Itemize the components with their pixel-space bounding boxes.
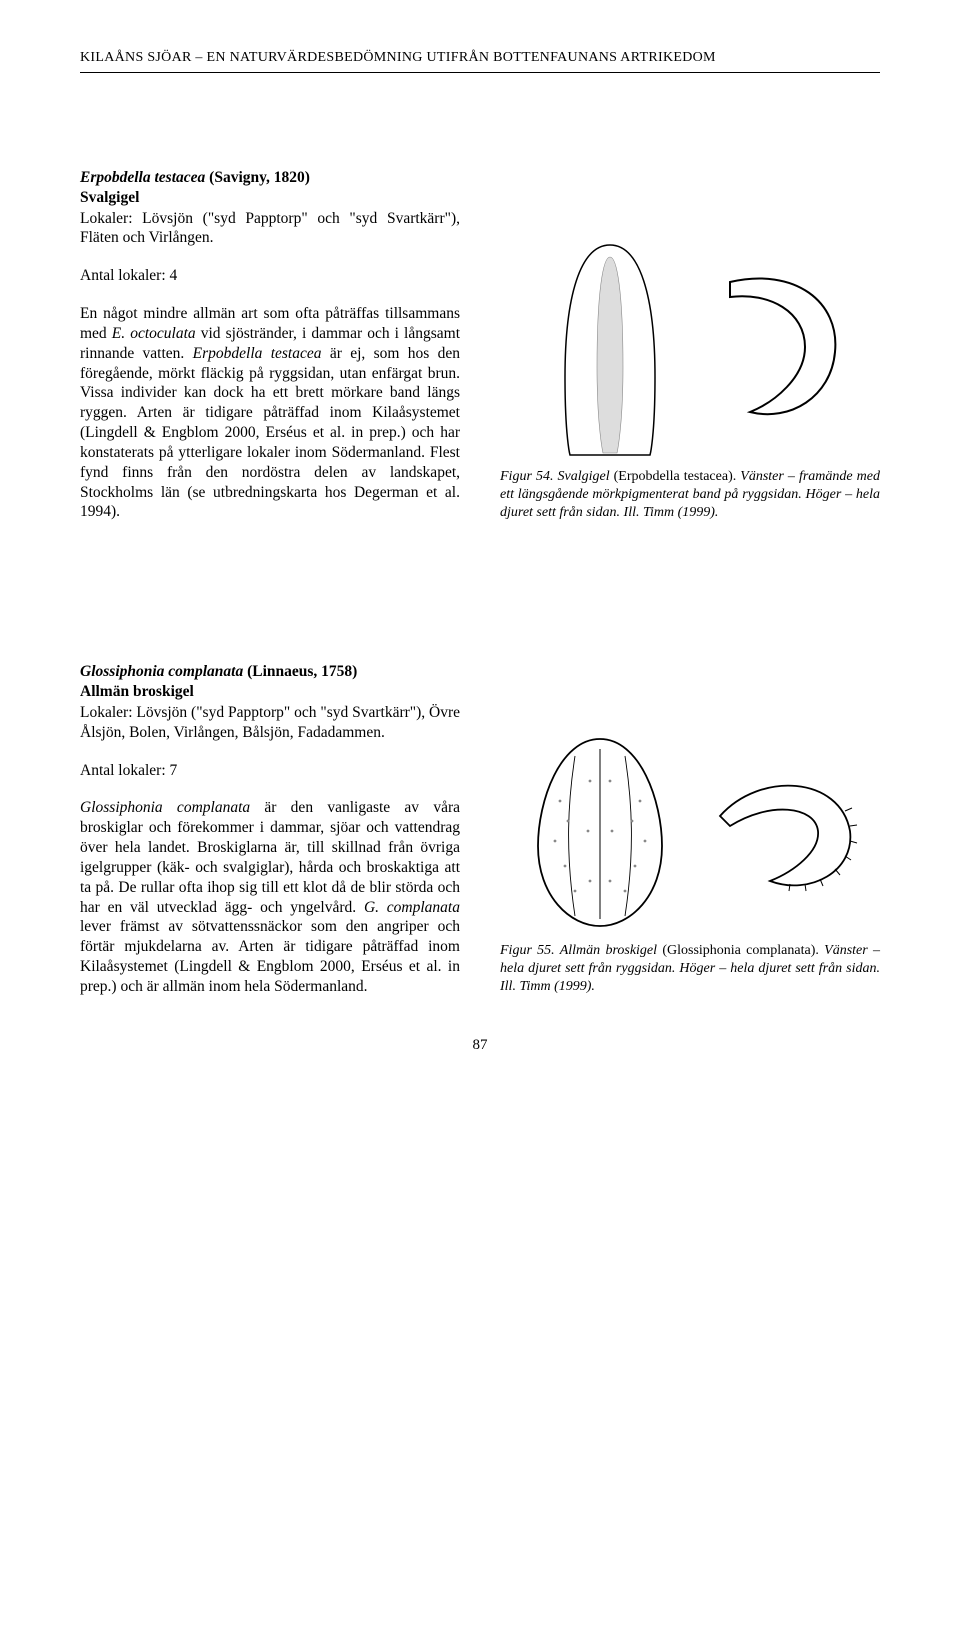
body-text-2: Glossiphonia complanata är den vanligast…	[80, 798, 460, 996]
section2-figure-column: Figur 55. Allmän broskigel (Glossiphonia…	[500, 662, 880, 996]
running-head: KILAÅNS SJÖAR – EN NATURVÄRDESBEDÖMNING …	[80, 50, 880, 73]
section1-figure-column: Figur 54. Svalgigel (Erpobdella testacea…	[500, 168, 880, 522]
localities-1: Lokaler: Lövsjön ("syd Papptorp" och "sy…	[80, 209, 460, 249]
body1-italic2: Erpobdella testacea	[193, 345, 322, 362]
fig54-label: Figur 54. Svalgigel	[500, 469, 614, 484]
broskigel-dorsal-icon	[520, 731, 680, 931]
fig54-species: (Erpobdella testacea).	[614, 469, 741, 484]
section-erpobdella: Erpobdella testacea (Savigny, 1820) Sval…	[80, 168, 880, 522]
section1-text-column: Erpobdella testacea (Savigny, 1820) Sval…	[80, 168, 460, 522]
section2-text-column: Glossiphonia complanata (Linnaeus, 1758)…	[80, 662, 460, 996]
broskigel-side-icon	[700, 761, 860, 901]
fig55-species: (Glossiphonia complanata).	[662, 943, 824, 958]
fig55-label: Figur 55. Allmän broskigel	[500, 943, 662, 958]
localities-2: Lokaler: Lövsjön ("syd Papptorp" och "sy…	[80, 703, 460, 743]
species-title-1: Erpobdella testacea (Savigny, 1820)	[80, 168, 460, 188]
figure-55-caption: Figur 55. Allmän broskigel (Glossiphonia…	[500, 942, 880, 997]
section-glossiphonia: Glossiphonia complanata (Linnaeus, 1758)…	[80, 662, 880, 996]
common-name-1: Svalgigel	[80, 188, 460, 208]
leech-front-icon	[535, 237, 685, 457]
species-latin-1: Erpobdella testacea	[80, 169, 205, 186]
body1-part3: är ej, som hos den föregående, mörkt flä…	[80, 345, 460, 521]
body-text-1: En något mindre allmän art som ofta påtr…	[80, 304, 460, 522]
figure-55-illustration	[500, 726, 880, 936]
species-title-2: Glossiphonia complanata (Linnaeus, 1758)	[80, 662, 460, 682]
figure-54-caption: Figur 54. Svalgigel (Erpobdella testacea…	[500, 468, 880, 523]
common-name-2: Allmän broskigel	[80, 682, 460, 702]
species-authority-1: (Savigny, 1820)	[205, 169, 310, 186]
body2-part2: lever främst av sötvattenssnäckor som de…	[80, 918, 460, 994]
page-number: 87	[80, 1037, 880, 1054]
body2-italic2: G. complanata	[364, 899, 460, 916]
body2-italic1: Glossiphonia complanata	[80, 799, 250, 816]
figure-54: Figur 54. Svalgigel (Erpobdella testacea…	[500, 232, 880, 523]
figure-55: Figur 55. Allmän broskigel (Glossiphonia…	[500, 726, 880, 997]
locality-count-2: Antal lokaler: 7	[80, 761, 460, 781]
page: KILAÅNS SJÖAR – EN NATURVÄRDESBEDÖMNING …	[0, 0, 960, 1094]
species-latin-2: Glossiphonia complanata	[80, 663, 243, 680]
leech-side-icon	[705, 262, 845, 432]
body1-italic1: E. octoculata	[112, 325, 196, 342]
figure-54-illustration	[500, 232, 880, 462]
species-authority-2: (Linnaeus, 1758)	[243, 663, 357, 680]
locality-count-1: Antal lokaler: 4	[80, 266, 460, 286]
